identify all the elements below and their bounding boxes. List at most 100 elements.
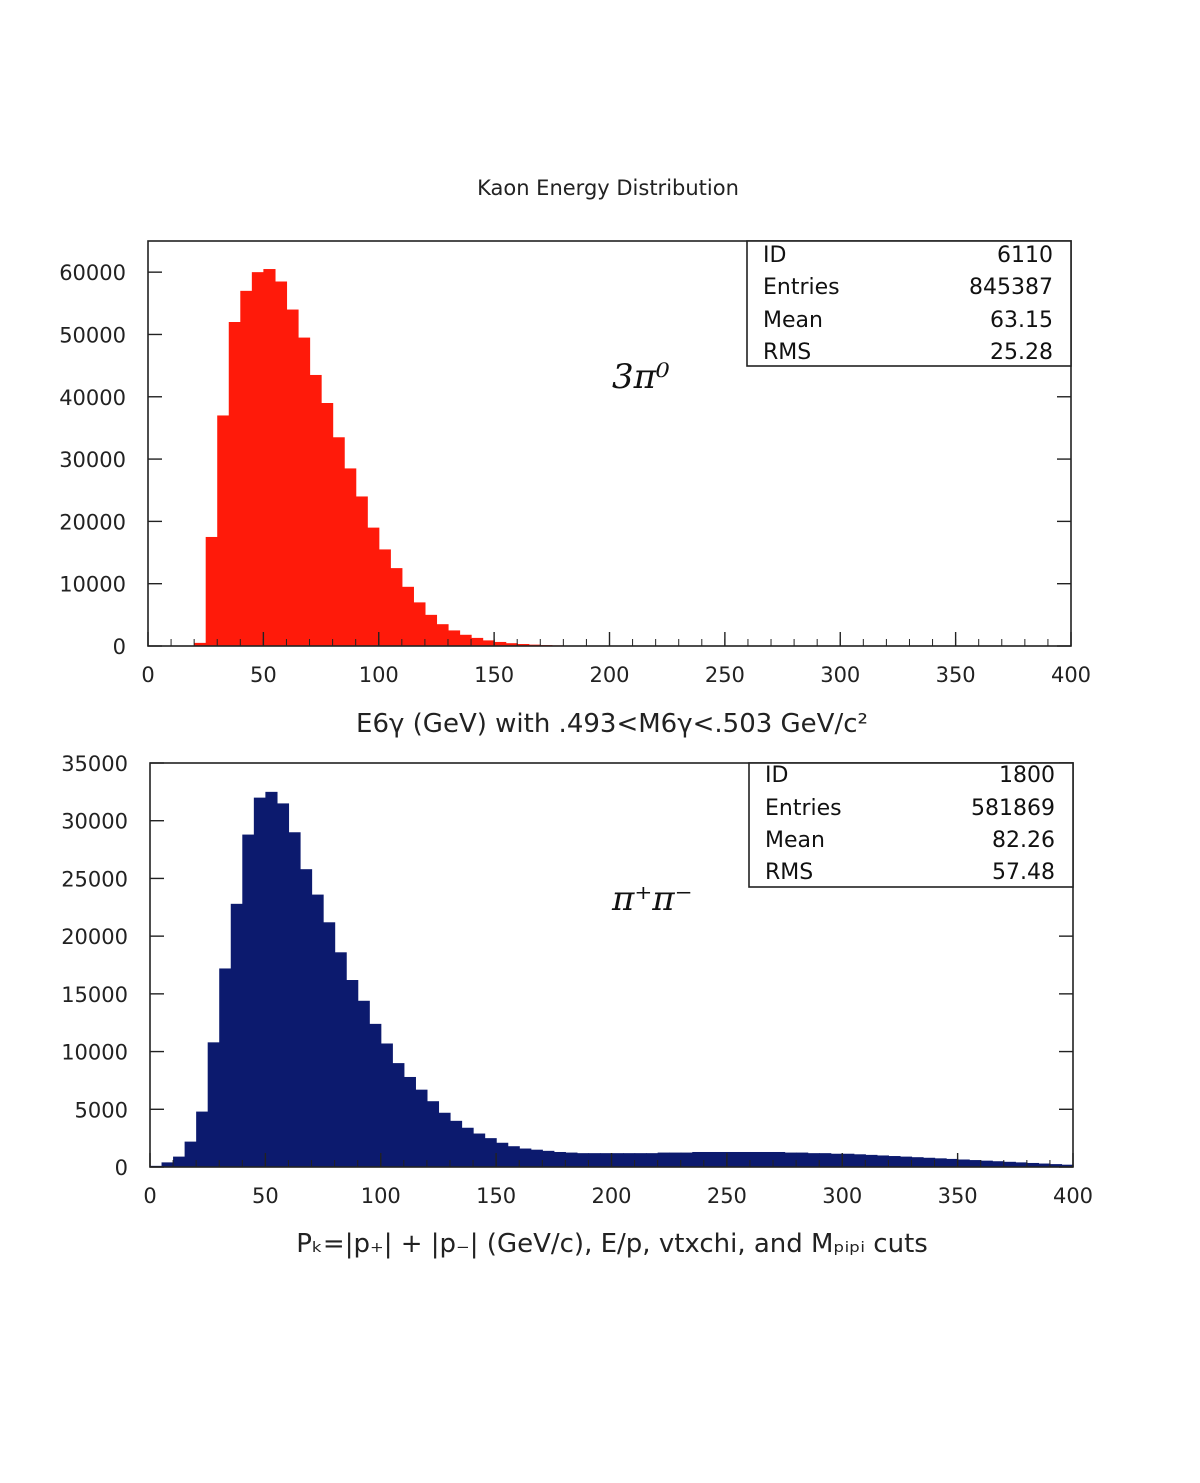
- top-histogram-bar: [321, 403, 334, 646]
- top-histogram-bar: [205, 536, 218, 646]
- bottom-histogram-bar: [461, 1127, 474, 1167]
- bottom-y-tick-label: 15000: [61, 983, 128, 1007]
- bottom-histogram-bar: [588, 1153, 601, 1167]
- bottom-x-axis: 0 50 100 150 200 250 300 350 400: [143, 1153, 1093, 1208]
- top-stats-box: ID 6110 Entries 845387 Mean 63.15 RMS 25…: [746, 240, 1072, 367]
- bottom-x-tick-label: 300: [822, 1184, 862, 1208]
- bottom-histogram-bar: [380, 1043, 393, 1167]
- bottom-histogram-bar: [669, 1152, 682, 1167]
- bottom-histogram-bar: [611, 1153, 624, 1167]
- top-x-axis-label: E6γ (GeV) with .493<M6γ<.503 GeV/c²: [356, 709, 868, 739]
- top-stat-value-id: 6110: [997, 243, 1053, 268]
- bottom-histogram-bar: [738, 1151, 751, 1167]
- bottom-stat-label-entries: Entries: [765, 796, 842, 821]
- top-histogram-bar: [194, 642, 207, 646]
- bottom-histogram-bar: [726, 1151, 740, 1167]
- bottom-histogram-bar: [219, 968, 232, 1167]
- figure-title: Kaon Energy Distribution: [477, 176, 739, 200]
- bottom-histogram-bar: [230, 903, 243, 1167]
- bottom-histogram-bar: [876, 1155, 889, 1167]
- bottom-histogram-bar: [1061, 1164, 1074, 1167]
- top-stat-label-entries: Entries: [763, 275, 840, 300]
- top-histogram-bar: [482, 640, 495, 646]
- bottom-histogram-bar: [323, 922, 336, 1167]
- top-y-tick-label: 10000: [59, 573, 126, 597]
- bottom-histogram-bar: [426, 1101, 440, 1167]
- top-stat-value-rms: 25.28: [990, 340, 1053, 365]
- bottom-histogram-bar: [773, 1151, 786, 1167]
- bottom-histogram-bar: [576, 1153, 590, 1167]
- bottom-stats-frame: [748, 762, 1074, 888]
- top-histogram-bar: [459, 634, 472, 646]
- top-histogram-bar: [297, 337, 311, 646]
- bottom-histogram-bar: [946, 1158, 959, 1167]
- bottom-histogram-bar: [715, 1151, 728, 1167]
- bottom-histogram-bar: [934, 1158, 947, 1167]
- bottom-histogram-bar: [969, 1160, 982, 1167]
- bottom-stat-value-id: 1800: [999, 763, 1055, 788]
- bottom-y-tick-label: 30000: [61, 810, 128, 834]
- bottom-stat-value-mean: 82.26: [992, 828, 1055, 853]
- bottom-histogram-bar: [207, 1042, 220, 1167]
- bottom-histogram-bar: [957, 1159, 970, 1167]
- top-y-tick-label: 50000: [59, 323, 126, 347]
- top-stat-label-mean: Mean: [763, 308, 823, 333]
- top-histogram-bar: [471, 637, 484, 646]
- top-histogram-bar: [274, 281, 288, 646]
- top-y-tick-label: 0: [113, 635, 126, 659]
- bottom-histogram-bars: [150, 791, 1074, 1167]
- bottom-histogram-bar: [680, 1152, 693, 1167]
- bottom-histogram-bar: [1049, 1164, 1063, 1167]
- bottom-histogram-bar: [288, 832, 301, 1167]
- top-x-axis: 0 50 100 150 200 250 300 350 400: [141, 632, 1091, 687]
- bottom-x-axis-label: Pₖ=|p₊| + |p₋| (GeV/c), E/p, vtxchi, and…: [296, 1229, 928, 1259]
- top-annotation: 3π⁰: [612, 357, 670, 397]
- bottom-histogram-bar: [530, 1149, 543, 1167]
- bottom-x-tick-label: 150: [476, 1184, 516, 1208]
- top-histogram-bar: [424, 614, 438, 646]
- bottom-histogram-bar: [888, 1156, 901, 1167]
- top-histogram-bar: [240, 290, 253, 646]
- top-histogram-bar: [401, 586, 414, 646]
- top-histogram-bar: [286, 309, 299, 646]
- bottom-y-tick-label: 0: [115, 1156, 128, 1180]
- top-histogram-bar: [367, 527, 380, 646]
- bottom-histogram-bar: [796, 1152, 809, 1167]
- bottom-histogram-bar: [449, 1120, 463, 1167]
- bottom-histogram-bar: [438, 1112, 451, 1167]
- bottom-histogram-bar: [703, 1151, 716, 1167]
- top-stat-label-rms: RMS: [763, 340, 811, 365]
- top-histogram-bar: [505, 643, 518, 646]
- bottom-histogram-bar: [992, 1161, 1005, 1167]
- bottom-annotation: π⁺π⁻: [611, 879, 693, 919]
- bottom-histogram-bar: [473, 1133, 486, 1167]
- bottom-histogram-bar: [623, 1153, 636, 1167]
- bottom-stat-label-id: ID: [765, 763, 788, 788]
- top-x-tick-label: 350: [936, 663, 976, 687]
- bottom-histogram-bar: [980, 1160, 993, 1167]
- bottom-x-tick-label: 200: [591, 1184, 631, 1208]
- top-stat-value-mean: 63.15: [990, 308, 1053, 333]
- bottom-histogram-bar: [553, 1151, 566, 1167]
- bottom-x-tick-label: 350: [938, 1184, 978, 1208]
- bottom-histogram-bar: [415, 1089, 428, 1167]
- top-y-tick-label: 60000: [59, 261, 126, 285]
- top-histogram-bar: [390, 568, 403, 646]
- bottom-histogram-bar: [1015, 1162, 1028, 1167]
- bottom-x-tick-label: 50: [252, 1184, 279, 1208]
- top-stat-value-entries: 845387: [969, 275, 1053, 300]
- top-histogram-panel: 0 10000 20000 30000 40000 50000 60000 0 50 100 15…: [59, 240, 1091, 739]
- top-x-tick-label: 250: [705, 663, 745, 687]
- bottom-y-tick-label: 5000: [75, 1098, 128, 1122]
- bottom-histogram-bar: [507, 1146, 520, 1167]
- bottom-histogram-panel: 0 5000 10000 15000 20000 25000 30000 35000 0 50 1…: [61, 752, 1093, 1259]
- top-x-tick-label: 300: [820, 663, 860, 687]
- bottom-histogram-bar: [749, 1151, 763, 1167]
- top-histogram-bar: [332, 437, 345, 646]
- bottom-histogram-bar: [646, 1153, 659, 1167]
- bottom-histogram-bar: [1038, 1163, 1051, 1167]
- bottom-stats-box: ID 1800 Entries 581869 Mean 82.26 RMS 57…: [748, 762, 1074, 888]
- bottom-histogram-bar: [657, 1152, 670, 1167]
- top-histogram-bar: [436, 624, 449, 646]
